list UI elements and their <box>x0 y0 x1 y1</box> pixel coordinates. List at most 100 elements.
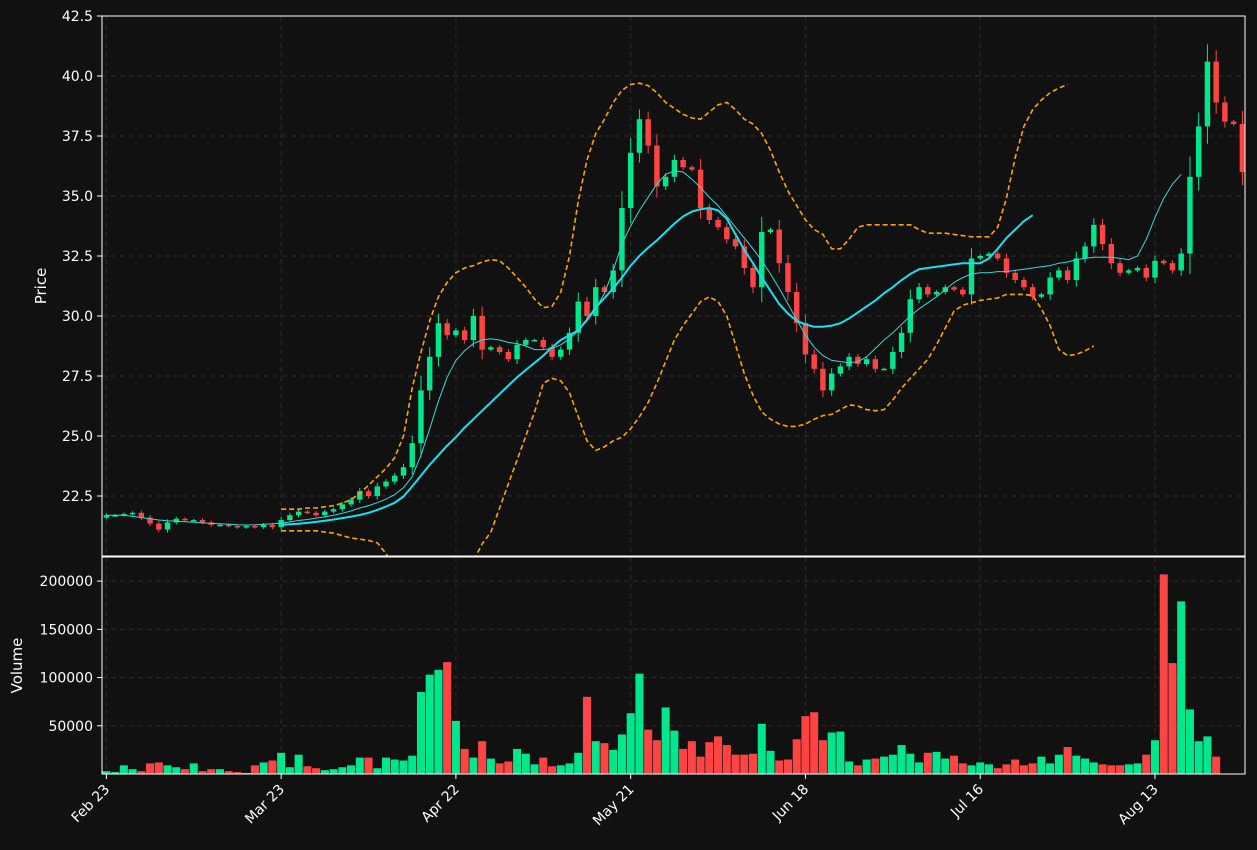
candle-body <box>654 145 660 187</box>
volume-bar <box>1116 765 1125 774</box>
volume-bar <box>679 748 688 774</box>
candle <box>173 516 179 525</box>
volume-bar <box>871 758 880 774</box>
candle-body <box>820 368 826 391</box>
candle <box>828 368 835 396</box>
volume-bar <box>154 762 163 774</box>
candle-body <box>994 253 1001 259</box>
volume-series <box>102 574 1221 774</box>
candle <box>453 328 459 338</box>
candle <box>968 248 975 305</box>
volume-bar <box>1124 764 1133 774</box>
candle <box>409 436 415 475</box>
candle-body <box>156 523 162 530</box>
candle-body <box>304 511 311 514</box>
candle <box>1003 253 1010 278</box>
candle-body <box>575 301 581 333</box>
volume-bar <box>233 772 242 774</box>
volume-bar <box>285 767 294 774</box>
candle <box>802 314 809 364</box>
candle-body <box>601 287 608 292</box>
volume-bar <box>495 763 504 774</box>
candle <box>531 338 538 342</box>
candle-body <box>785 263 791 292</box>
candle <box>1064 266 1071 284</box>
volume-bar <box>696 756 705 774</box>
candle <box>488 345 494 352</box>
candle-body <box>243 526 249 528</box>
candle-body <box>627 152 634 208</box>
candle <box>1082 242 1088 263</box>
candle <box>313 511 319 517</box>
candle <box>715 217 721 231</box>
candle-body <box>898 332 905 352</box>
candle <box>1099 218 1106 250</box>
candle-body <box>1047 277 1053 295</box>
price-ytick-label: 42.5 <box>62 9 93 25</box>
candle-body <box>322 511 328 516</box>
candle <box>890 346 896 375</box>
candle-body <box>488 347 494 350</box>
volume-bar <box>888 754 897 774</box>
candle-body <box>540 340 547 348</box>
price-ytick-label: 25.0 <box>62 429 93 445</box>
candle <box>846 353 852 370</box>
candle-body <box>435 323 442 357</box>
candle <box>1178 248 1184 276</box>
candle <box>662 173 669 190</box>
candle-body <box>348 499 354 505</box>
candle <box>593 278 599 325</box>
volume-bar <box>976 762 985 774</box>
candle <box>645 111 651 154</box>
volume-bar <box>320 770 329 774</box>
candle-body <box>1082 246 1088 259</box>
candle-body <box>295 511 302 516</box>
volume-bar <box>137 771 146 774</box>
volume-bar <box>486 758 495 774</box>
price-panel-frame <box>101 15 1246 557</box>
candle <box>776 220 782 273</box>
candle-body <box>960 289 966 295</box>
volume-bar <box>644 729 653 774</box>
candle <box>479 306 485 360</box>
price-axis-label: Price <box>32 268 50 305</box>
candle-body <box>313 512 319 516</box>
volume-bar <box>312 768 321 774</box>
volume-panel-frame <box>101 556 1246 775</box>
x-tick-label: Apr 22 <box>419 782 463 826</box>
volume-bar <box>932 751 941 774</box>
candle-body <box>1056 270 1062 278</box>
volume-bar <box>443 662 452 774</box>
volume-bar <box>853 765 862 774</box>
candle <box>1213 50 1219 114</box>
price-ytick-label: 40.0 <box>62 69 93 85</box>
candle <box>374 482 380 500</box>
volume-bar <box>390 759 399 774</box>
candle-body <box>365 491 372 496</box>
candle-body <box>409 443 415 468</box>
candle <box>724 223 730 244</box>
volume-bar <box>259 762 268 774</box>
volume-bar <box>548 766 557 774</box>
volume-bar <box>556 765 565 774</box>
candle <box>103 513 110 520</box>
candle <box>1143 264 1149 282</box>
volume-bar <box>1011 759 1020 774</box>
candle-body <box>811 354 817 369</box>
volume-bar <box>434 669 443 774</box>
candle-body <box>453 330 459 336</box>
volume-bar <box>172 767 181 774</box>
candle <box>759 217 765 303</box>
candle <box>863 356 870 367</box>
volume-bar <box>591 741 600 774</box>
volume-bar <box>775 760 784 774</box>
candle-body <box>916 287 922 300</box>
candle <box>872 355 879 373</box>
volume-bar <box>180 769 190 774</box>
candle-body <box>636 119 643 153</box>
candle <box>558 346 564 360</box>
volume-bar <box>705 742 714 774</box>
candle <box>1195 112 1202 191</box>
volume-bar <box>338 767 347 774</box>
